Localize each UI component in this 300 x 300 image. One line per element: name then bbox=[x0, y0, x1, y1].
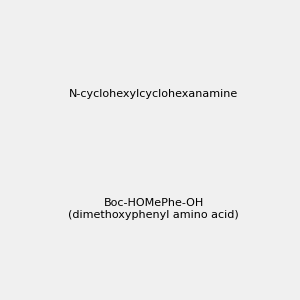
Text: N-cyclohexylcyclohexanamine: N-cyclohexylcyclohexanamine bbox=[69, 89, 239, 99]
Text: Boc-HOMePhe-OH
(dimethoxyphenyl amino acid): Boc-HOMePhe-OH (dimethoxyphenyl amino ac… bbox=[68, 199, 239, 220]
